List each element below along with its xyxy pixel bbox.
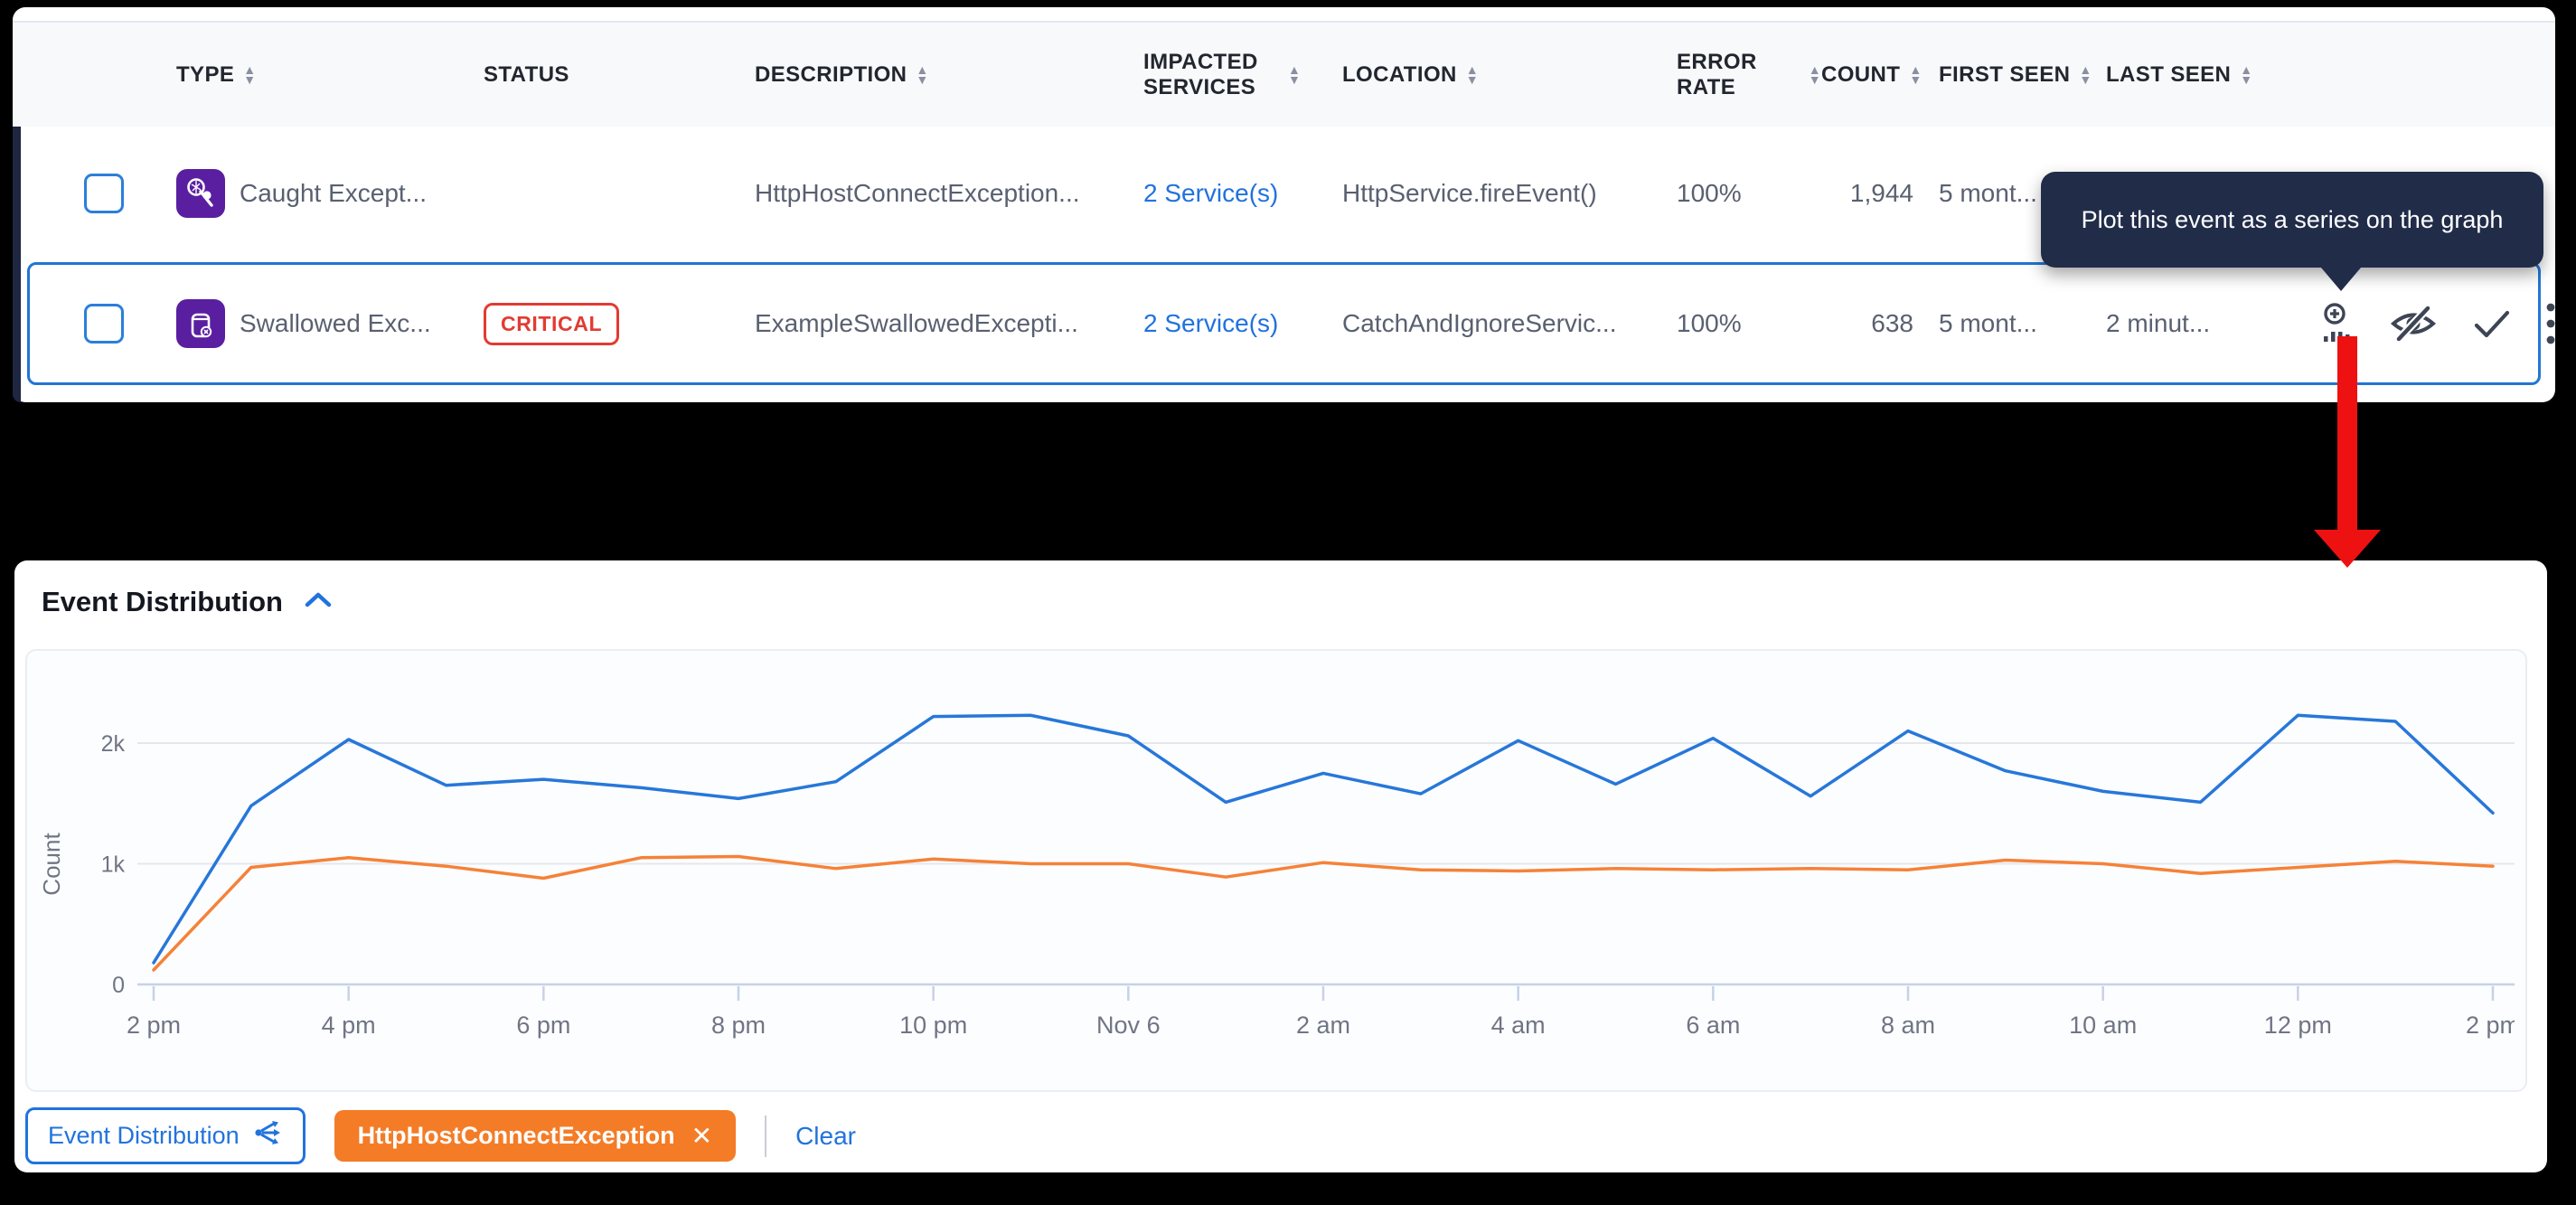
column-header-type[interactable]: TYPE ▲ ▼ [176, 62, 484, 88]
row-select-cell [68, 304, 176, 344]
x-axis-tick-label: Nov 6 [1096, 1012, 1161, 1039]
series-line-httphostconnectexception [152, 854, 2495, 972]
critical-badge: CRITICAL [484, 302, 620, 345]
annotation-arrow [2337, 336, 2357, 532]
column-header-last-seen[interactable]: LAST SEEN ▲ ▼ [2106, 62, 2314, 88]
caught-exception-icon [176, 169, 225, 218]
column-label: LOCATION [1342, 61, 1457, 87]
count-cell: 638 [1871, 309, 1913, 337]
annotation-arrow-head [2314, 530, 2381, 568]
column-header-first-seen[interactable]: FIRST SEEN ▲ ▼ [1939, 62, 2106, 88]
x-axis-tick-label: 2 am [1296, 1012, 1350, 1039]
x-axis-tick-label: 10 pm [899, 1012, 967, 1039]
resolve-check-icon[interactable] [2471, 306, 2513, 342]
y-axis-tick-label: 1k [101, 852, 126, 878]
column-label: COUNT [1821, 61, 1901, 87]
type-cell: Caught Except... [176, 169, 484, 218]
plot-event-tooltip: Plot this event as a series on the graph [2041, 172, 2543, 291]
count-cell: 1,944 [1849, 179, 1913, 207]
series-line-event-distribution [152, 713, 2495, 965]
x-axis-tick-label: 2 pm [127, 1012, 181, 1039]
x-axis-tick-label: 8 am [1881, 1012, 1935, 1039]
event-distribution-chart[interactable]: 2 pm 4 pm 6 pm 8 pm 10 pm Nov 6 2 am 4 am 6 am 8 … [38, 669, 2515, 1085]
table-row-selected[interactable]: Swallowed Exc... CRITICAL ExampleSwallow… [27, 262, 2555, 385]
column-label: DESCRIPTION [755, 61, 907, 87]
x-axis-tick-label: 4 pm [322, 1012, 376, 1039]
y-axis-tick-label: 2k [101, 731, 126, 757]
impacted-services-link[interactable]: 2 Service(s) [1143, 179, 1279, 207]
impacted-services-link[interactable]: 2 Service(s) [1143, 309, 1279, 337]
swallowed-exception-icon [176, 299, 225, 348]
row-actions [2314, 301, 2576, 346]
sort-icon[interactable]: ▲ ▼ [2240, 62, 2253, 87]
row-checkbox[interactable] [84, 304, 124, 344]
error-rate-cell: 100% [1677, 309, 1742, 337]
x-axis-tick-label: 12 pm [2264, 1012, 2332, 1039]
sort-icon[interactable]: ▲ ▼ [1288, 62, 1302, 87]
status-cell: CRITICAL [484, 302, 755, 345]
description-cell: ExampleSwallowedExcepti... [755, 309, 1078, 337]
location-cell: HttpService.fireEvent() [1342, 179, 1597, 207]
filter-chip-httphostconnectexception[interactable]: HttpHostConnectException ✕ [334, 1110, 737, 1162]
collapse-chevron-icon[interactable] [303, 589, 334, 616]
plot-series-icon [254, 1118, 283, 1153]
column-header-error-rate[interactable]: ERROR RATE ▲ ▼ [1677, 50, 1821, 99]
column-header-location[interactable]: LOCATION ▲ ▼ [1342, 62, 1677, 88]
clear-series-link[interactable]: Clear [795, 1121, 856, 1150]
x-axis-tick-label: 2 pm [2466, 1012, 2515, 1039]
x-axis-tick-label: 6 pm [516, 1012, 570, 1039]
hide-event-icon[interactable] [2388, 303, 2439, 344]
x-axis-tick-label: 10 am [2069, 1012, 2137, 1039]
column-header-description[interactable]: DESCRIPTION ▲ ▼ [755, 62, 1143, 88]
filter-chip-label: HttpHostConnectException [357, 1122, 675, 1149]
location-cell: CatchAndIgnoreServic... [1342, 309, 1617, 337]
sort-icon[interactable]: ▲ ▼ [1909, 62, 1923, 87]
column-label: TYPE [176, 61, 235, 87]
legend-divider [765, 1115, 767, 1157]
column-header-status[interactable]: STATUS [484, 62, 755, 88]
chart-title: Event Distribution [42, 586, 283, 617]
sort-icon[interactable]: ▲ ▼ [1465, 62, 1480, 87]
sidebar-edge-sliver [13, 31, 21, 402]
column-label: FIRST SEEN [1939, 61, 2071, 87]
sort-icon[interactable]: ▲ ▼ [243, 62, 257, 87]
series-chip-event-distribution[interactable]: Event Distribution [25, 1107, 306, 1164]
column-label: STATUS [484, 61, 569, 87]
event-distribution-panel: Event Distribution 2 pm 4 pm 6 pm 8 pm 10 pm… [14, 560, 2547, 1172]
kebab-menu-icon[interactable] [2545, 301, 2556, 346]
tooltip-text: Plot this event as a series on the graph [2081, 205, 2504, 233]
x-axis-tick-label: 6 am [1686, 1012, 1740, 1039]
column-header-count[interactable]: COUNT ▲ ▼ [1821, 62, 1939, 88]
chart-title-row: Event Distribution [42, 586, 334, 618]
series-chip-label: Event Distribution [48, 1122, 240, 1149]
column-label: LAST SEEN [2106, 61, 2232, 87]
y-axis-tick-label: 0 [112, 973, 125, 998]
x-axis-tick-label: 4 am [1491, 1012, 1546, 1039]
type-label: Caught Except... [240, 179, 428, 207]
column-header-impacted-services[interactable]: IMPACTED SERVICES ▲ ▼ [1143, 50, 1342, 99]
chart-legend-row: Event Distribution HttpHostConnectExcept… [25, 1107, 856, 1164]
type-label: Swallowed Exc... [240, 309, 431, 337]
sort-icon[interactable]: ▲ ▼ [1808, 62, 1821, 87]
first-seen-cell: 5 mont... [1939, 179, 2037, 207]
column-label: IMPACTED SERVICES [1143, 49, 1258, 99]
chart-card: 2 pm 4 pm 6 pm 8 pm 10 pm Nov 6 2 am 4 am 6 am 8 … [25, 649, 2527, 1092]
row-checkbox[interactable] [84, 174, 124, 213]
y-axis-label: Count [38, 833, 65, 896]
sort-icon[interactable]: ▲ ▼ [2079, 62, 2092, 87]
table-header-row: TYPE ▲ ▼ STATUS DESCRIPTION ▲ ▼ IMPACTED S… [13, 21, 2555, 127]
last-seen-cell: 2 minut... [2106, 309, 2211, 337]
type-cell: Swallowed Exc... [176, 299, 484, 348]
description-cell: HttpHostConnectException... [755, 179, 1080, 207]
x-axis-tick-label: 8 pm [711, 1012, 766, 1039]
column-label: ERROR RATE [1677, 49, 1757, 99]
sort-icon[interactable]: ▲ ▼ [916, 62, 929, 87]
row-select-cell [68, 174, 176, 213]
first-seen-cell: 5 mont... [1939, 309, 2037, 337]
error-rate-cell: 100% [1677, 179, 1742, 207]
remove-filter-icon[interactable]: ✕ [691, 1122, 713, 1150]
